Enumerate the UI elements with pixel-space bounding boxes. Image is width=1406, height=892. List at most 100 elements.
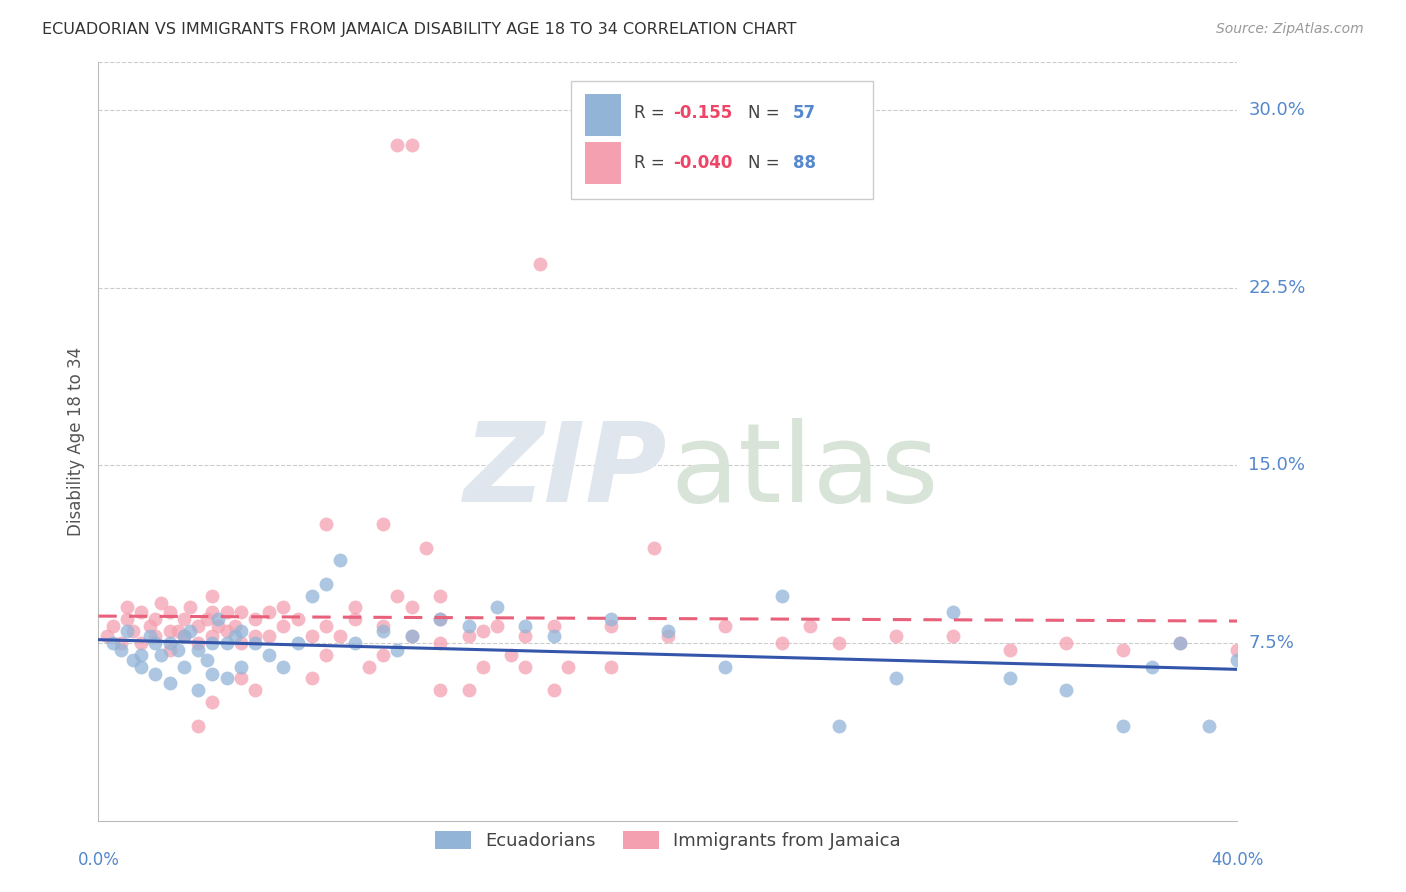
- Point: [1140, 659, 1163, 673]
- Text: N =: N =: [748, 154, 779, 172]
- Point: [401, 629, 423, 643]
- Point: [273, 659, 295, 673]
- Point: [101, 636, 124, 650]
- Point: [343, 636, 366, 650]
- Point: [486, 600, 509, 615]
- Point: [301, 629, 323, 643]
- Point: [301, 672, 323, 686]
- Point: [1112, 643, 1135, 657]
- Point: [159, 624, 181, 639]
- Point: [115, 624, 138, 639]
- Point: [173, 612, 195, 626]
- Point: [115, 600, 138, 615]
- Point: [187, 683, 209, 698]
- Point: [1226, 643, 1249, 657]
- Point: [1170, 636, 1192, 650]
- Point: [515, 619, 537, 633]
- Point: [243, 683, 266, 698]
- Point: [243, 612, 266, 626]
- Point: [287, 636, 309, 650]
- Text: 0.0%: 0.0%: [77, 851, 120, 869]
- Text: 88: 88: [793, 154, 815, 172]
- Point: [1226, 652, 1249, 666]
- Point: [373, 517, 395, 532]
- Point: [387, 138, 409, 153]
- Point: [415, 541, 437, 556]
- Text: atlas: atlas: [671, 418, 939, 525]
- Text: -0.155: -0.155: [673, 104, 733, 122]
- Point: [215, 636, 238, 650]
- Point: [357, 659, 380, 673]
- Point: [173, 659, 195, 673]
- Point: [884, 672, 907, 686]
- Point: [828, 636, 851, 650]
- Text: Source: ZipAtlas.com: Source: ZipAtlas.com: [1216, 22, 1364, 37]
- Text: 30.0%: 30.0%: [1249, 101, 1305, 119]
- Point: [457, 619, 479, 633]
- Point: [224, 629, 246, 643]
- Point: [207, 619, 229, 633]
- Point: [173, 629, 195, 643]
- Point: [529, 257, 551, 271]
- Point: [471, 624, 494, 639]
- Point: [187, 643, 209, 657]
- Point: [387, 643, 409, 657]
- Point: [543, 619, 565, 633]
- Point: [315, 619, 337, 633]
- Point: [557, 659, 579, 673]
- Point: [243, 636, 266, 650]
- Text: 22.5%: 22.5%: [1249, 278, 1306, 296]
- Point: [145, 636, 167, 650]
- Text: ZIP: ZIP: [464, 418, 668, 525]
- Point: [229, 605, 252, 619]
- Point: [429, 612, 451, 626]
- Point: [173, 629, 195, 643]
- Point: [224, 619, 246, 633]
- Point: [110, 636, 132, 650]
- Point: [315, 576, 337, 591]
- Point: [229, 636, 252, 650]
- Point: [138, 629, 160, 643]
- Point: [770, 589, 793, 603]
- Point: [501, 648, 523, 662]
- Point: [828, 719, 851, 733]
- Point: [145, 612, 167, 626]
- Point: [96, 629, 118, 643]
- Point: [600, 659, 623, 673]
- Point: [159, 643, 181, 657]
- Point: [195, 652, 218, 666]
- Point: [201, 589, 224, 603]
- Point: [201, 605, 224, 619]
- Point: [373, 648, 395, 662]
- Point: [600, 612, 623, 626]
- Point: [201, 695, 224, 709]
- Point: [543, 683, 565, 698]
- Point: [329, 553, 352, 567]
- Point: [129, 659, 152, 673]
- Point: [179, 624, 201, 639]
- FancyBboxPatch shape: [585, 95, 621, 136]
- Point: [315, 517, 337, 532]
- Text: 7.5%: 7.5%: [1249, 634, 1295, 652]
- Point: [145, 629, 167, 643]
- Point: [115, 612, 138, 626]
- Point: [998, 643, 1021, 657]
- Point: [515, 659, 537, 673]
- Point: [543, 629, 565, 643]
- Point: [215, 672, 238, 686]
- Point: [387, 589, 409, 603]
- Point: [457, 629, 479, 643]
- Point: [884, 629, 907, 643]
- Point: [273, 619, 295, 633]
- Point: [287, 612, 309, 626]
- Point: [129, 648, 152, 662]
- Y-axis label: Disability Age 18 to 34: Disability Age 18 to 34: [66, 347, 84, 536]
- Point: [121, 652, 143, 666]
- Point: [129, 605, 152, 619]
- Point: [243, 629, 266, 643]
- Point: [643, 541, 665, 556]
- FancyBboxPatch shape: [571, 81, 873, 199]
- Point: [259, 629, 281, 643]
- Point: [187, 636, 209, 650]
- Point: [167, 624, 190, 639]
